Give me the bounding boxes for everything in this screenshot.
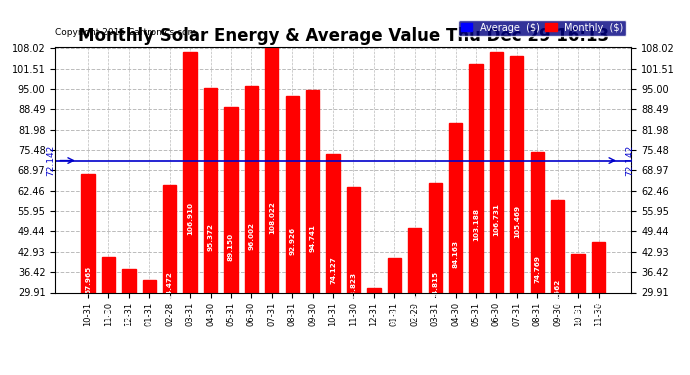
Text: 67.965: 67.965 bbox=[85, 266, 91, 294]
Text: 64.815: 64.815 bbox=[432, 271, 438, 299]
Bar bbox=[102, 257, 115, 375]
Bar bbox=[347, 186, 360, 375]
Bar bbox=[81, 174, 95, 375]
Text: 59.562: 59.562 bbox=[555, 279, 561, 307]
Bar bbox=[265, 48, 279, 375]
Text: 94.741: 94.741 bbox=[310, 224, 315, 252]
Bar bbox=[306, 90, 319, 375]
Bar bbox=[408, 228, 422, 375]
Text: 72.142: 72.142 bbox=[625, 145, 634, 176]
Bar bbox=[326, 154, 339, 375]
Bar bbox=[286, 96, 299, 375]
Text: 103.188: 103.188 bbox=[473, 208, 479, 241]
Text: 96.002: 96.002 bbox=[248, 222, 255, 250]
Text: 95.372: 95.372 bbox=[208, 223, 213, 251]
Text: 31.442: 31.442 bbox=[371, 323, 377, 351]
Bar bbox=[490, 53, 503, 375]
Text: 106.910: 106.910 bbox=[187, 202, 193, 236]
Text: 84.163: 84.163 bbox=[453, 240, 459, 268]
Title: Monthly Solar Energy & Average Value Thu Dec 29 16:13: Monthly Solar Energy & Average Value Thu… bbox=[78, 27, 609, 45]
Bar bbox=[388, 258, 401, 375]
Bar bbox=[592, 242, 605, 375]
Bar bbox=[184, 52, 197, 375]
Bar bbox=[367, 288, 381, 375]
Text: 33.896: 33.896 bbox=[146, 319, 152, 347]
Bar bbox=[245, 86, 258, 375]
Text: 42.118: 42.118 bbox=[575, 306, 581, 334]
Bar bbox=[143, 280, 156, 375]
Bar bbox=[224, 107, 237, 375]
Bar bbox=[551, 200, 564, 375]
Bar bbox=[531, 152, 544, 375]
Bar bbox=[571, 254, 584, 375]
Text: 40.933: 40.933 bbox=[391, 308, 397, 336]
Bar bbox=[163, 184, 177, 375]
Text: 45.979: 45.979 bbox=[595, 300, 602, 328]
Text: 64.472: 64.472 bbox=[167, 271, 172, 299]
Text: 41.359: 41.359 bbox=[106, 308, 112, 335]
Text: 72.142: 72.142 bbox=[46, 145, 55, 176]
Text: 63.823: 63.823 bbox=[351, 272, 357, 300]
Bar bbox=[428, 183, 442, 375]
Bar bbox=[469, 63, 482, 375]
Text: 74.769: 74.769 bbox=[534, 255, 540, 283]
Text: 106.731: 106.731 bbox=[493, 203, 500, 236]
Text: 37.314: 37.314 bbox=[126, 314, 132, 342]
Bar bbox=[449, 123, 462, 375]
Text: Copyright 2016 Cartronics.com: Copyright 2016 Cartronics.com bbox=[55, 28, 197, 37]
Bar bbox=[122, 269, 135, 375]
Bar bbox=[510, 56, 524, 375]
Text: 74.127: 74.127 bbox=[330, 256, 336, 284]
Text: 89.150: 89.150 bbox=[228, 232, 234, 261]
Text: 92.926: 92.926 bbox=[289, 227, 295, 255]
Bar bbox=[204, 88, 217, 375]
Text: 50.549: 50.549 bbox=[412, 293, 417, 321]
Text: 105.469: 105.469 bbox=[514, 205, 520, 238]
Text: 108.022: 108.022 bbox=[269, 201, 275, 234]
Legend: Average  ($), Monthly  ($): Average ($), Monthly ($) bbox=[457, 20, 627, 36]
